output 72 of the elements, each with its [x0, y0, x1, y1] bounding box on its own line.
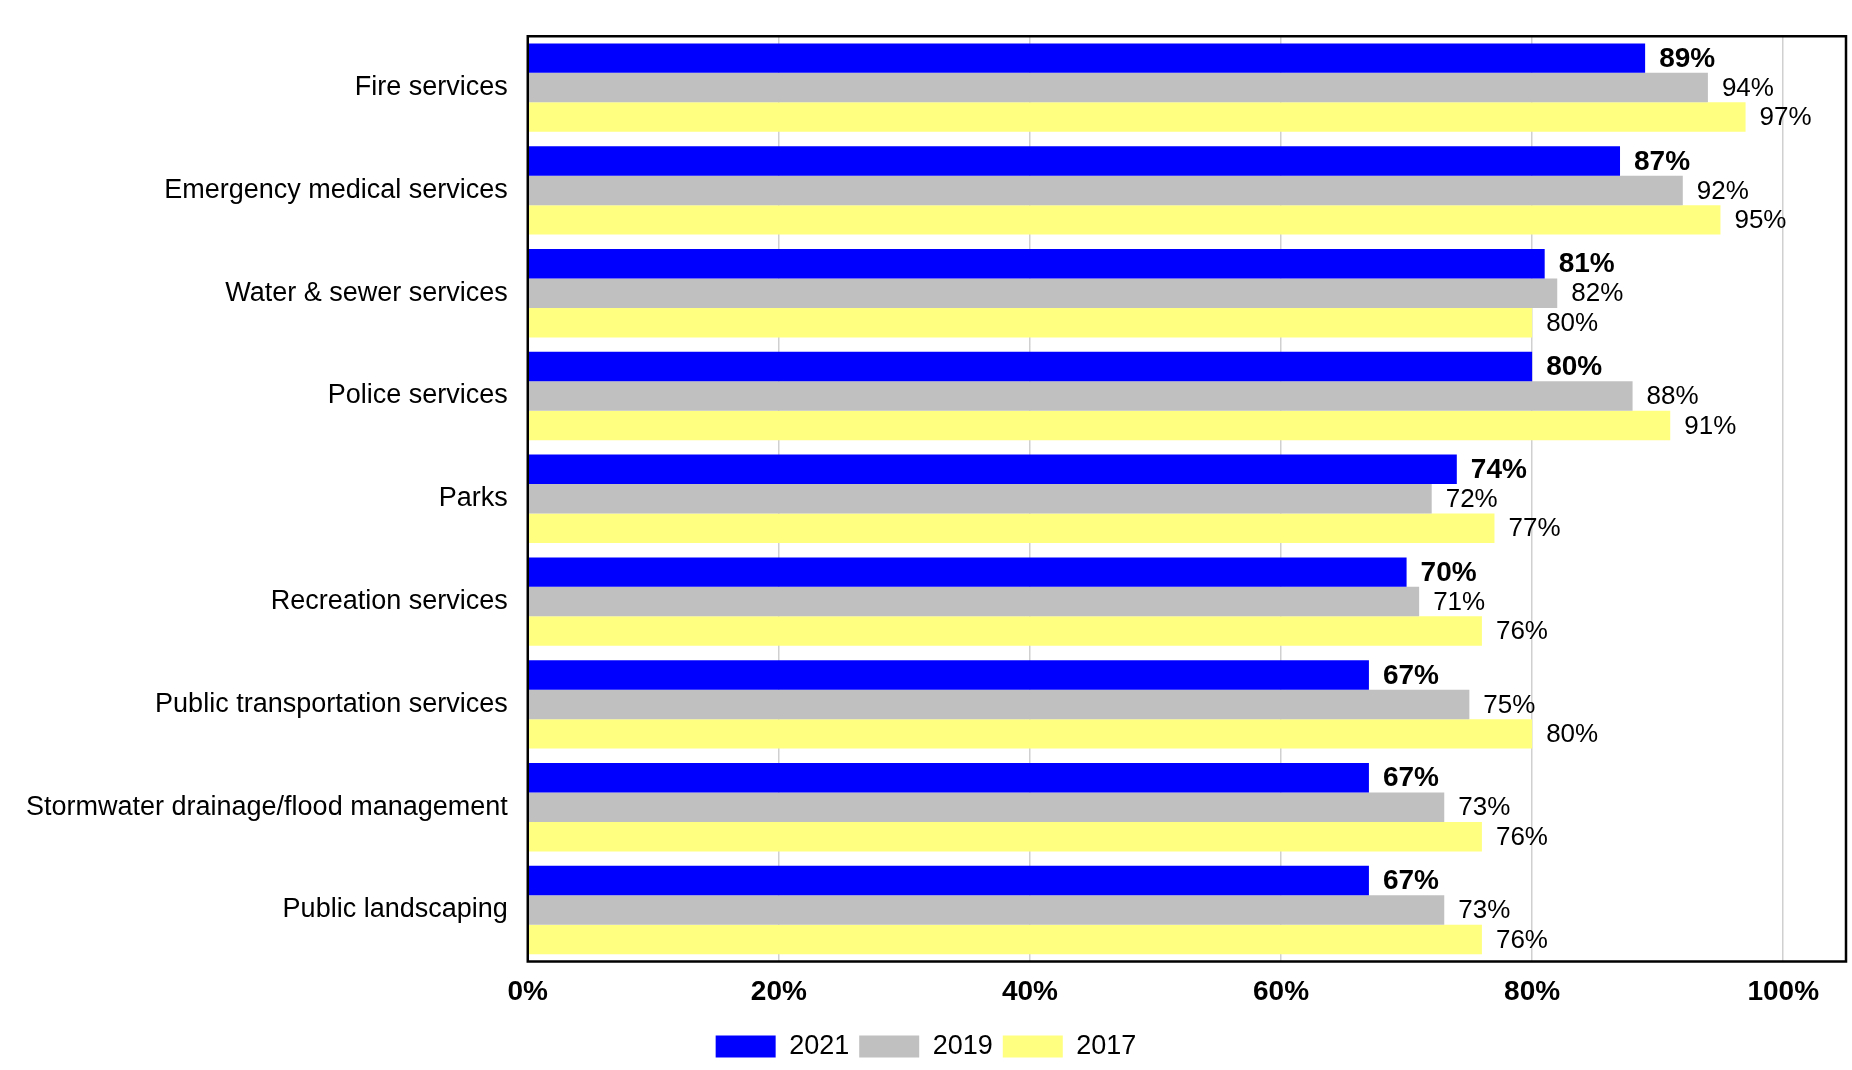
data-label: 70%: [1420, 555, 1477, 587]
data-label: 80%: [1546, 350, 1603, 382]
data-label: 87%: [1634, 144, 1691, 176]
bar: [528, 43, 1646, 73]
data-label: 97%: [1759, 101, 1812, 132]
data-label: 94%: [1721, 71, 1774, 102]
y-tick-label: Recreation services: [270, 585, 508, 616]
y-tick-label: Public landscaping: [282, 893, 508, 924]
data-label: 91%: [1684, 409, 1737, 440]
bar: [528, 484, 1432, 514]
y-tick-label: Public transportation services: [155, 687, 508, 718]
bar: [528, 381, 1633, 411]
legend-label: 2021: [789, 1029, 850, 1060]
data-label: 82%: [1571, 277, 1624, 308]
data-label: 67%: [1382, 658, 1440, 690]
bar: [528, 616, 1482, 646]
y-tick-label: Water & sewer services: [225, 276, 508, 307]
legend-label: 2017: [1076, 1029, 1137, 1060]
y-tick-label: Parks: [438, 482, 508, 513]
x-tick-label: 60%: [1253, 974, 1310, 1006]
y-tick-label: Police services: [327, 379, 508, 410]
bar: [528, 689, 1470, 720]
bar: [528, 719, 1533, 749]
data-label: 71%: [1433, 585, 1486, 616]
legend-label: 2019: [932, 1029, 993, 1060]
bar: [528, 410, 1671, 441]
bar: [528, 175, 1683, 206]
bar: [528, 454, 1457, 485]
bar: [528, 792, 1445, 822]
data-label: 95%: [1734, 204, 1787, 235]
data-label: 81%: [1558, 247, 1615, 279]
bar: [528, 205, 1721, 235]
bar: [528, 278, 1558, 308]
bar: [528, 821, 1482, 852]
bar: [528, 146, 1621, 176]
data-label: 74%: [1470, 453, 1527, 485]
data-label: 73%: [1458, 791, 1511, 822]
x-tick-label: 100%: [1747, 974, 1820, 1006]
bar: [528, 249, 1545, 279]
data-label: 76%: [1495, 820, 1548, 851]
data-label: 88%: [1646, 380, 1699, 411]
y-tick-label: Fire services: [354, 71, 508, 102]
bar: [528, 557, 1407, 587]
bar: [528, 586, 1420, 617]
x-tick-label: 40%: [1001, 974, 1059, 1006]
data-label: 72%: [1445, 482, 1498, 513]
bar: [528, 307, 1533, 338]
data-label: 76%: [1495, 615, 1548, 646]
data-label: 73%: [1458, 894, 1511, 925]
bar: [528, 895, 1445, 925]
bar: [528, 763, 1369, 793]
x-tick-label: 80%: [1504, 974, 1561, 1006]
data-label: 67%: [1382, 761, 1440, 793]
bar: [528, 102, 1746, 132]
data-label: 80%: [1546, 306, 1599, 337]
bar: [528, 72, 1708, 103]
data-label: 80%: [1546, 718, 1599, 749]
bar: [528, 513, 1495, 543]
y-tick-label: Stormwater drainage/flood management: [25, 790, 509, 821]
bar: [528, 660, 1369, 690]
data-label: 76%: [1495, 923, 1548, 954]
bar: [528, 924, 1482, 955]
y-tick-label: Emergency medical services: [164, 173, 508, 204]
bar: [528, 865, 1369, 896]
data-label: 92%: [1696, 174, 1749, 205]
data-label: 77%: [1508, 512, 1561, 543]
data-label: 75%: [1483, 688, 1536, 719]
data-label: 67%: [1382, 864, 1440, 896]
bar: [528, 351, 1533, 382]
x-tick-label: 0%: [507, 974, 549, 1006]
data-label: 89%: [1659, 41, 1716, 73]
x-tick-label: 20%: [750, 974, 807, 1006]
